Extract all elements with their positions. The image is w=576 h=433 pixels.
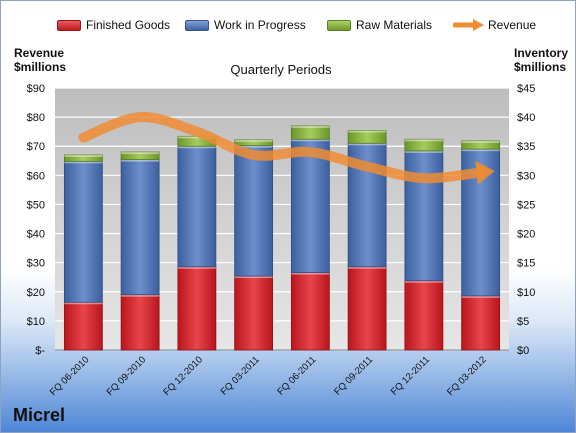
company-name: Micrel — [13, 405, 66, 425]
legend: Finished Goods Work in Progress Raw Mate… — [1, 15, 575, 35]
left-tick-label: $30 — [27, 258, 45, 270]
bar-work-in-progress — [63, 160, 103, 303]
bar-raw-materials-highlight — [404, 139, 443, 142]
bar-raw-materials — [404, 138, 444, 152]
x-tick-label: FQ 06-2011 — [275, 354, 318, 397]
bar-raw-materials — [120, 151, 160, 161]
right-tick-label: $30 — [517, 170, 535, 182]
legend-arrow-revenue — [453, 19, 484, 31]
left-tick-label: $40 — [27, 229, 45, 241]
bar-finished-goods-highlight — [177, 266, 216, 269]
left-axis-title: Revenue $millions — [14, 46, 67, 74]
bar-finished-goods-highlight — [404, 280, 443, 283]
x-tick-label: FQ 03-2011 — [219, 354, 262, 397]
legend-label-finished-goods: Finished Goods — [86, 18, 171, 32]
bar-raw-materials — [290, 125, 330, 140]
x-tick-label: FQ 12-2010 — [161, 354, 205, 398]
right-tick-label: $35 — [517, 141, 535, 153]
bar-raw-materials-highlight — [348, 130, 387, 133]
bar-finished-goods — [347, 266, 387, 351]
bar-finished-goods — [177, 266, 217, 351]
bar-work-in-progress-highlight — [64, 161, 103, 164]
bar-raw-materials-highlight — [234, 139, 273, 142]
bar-raw-materials — [347, 130, 387, 144]
left-tick-label: $20 — [27, 287, 45, 299]
bar-raw-materials — [234, 139, 274, 147]
x-tick-label: FQ 06-2010 — [48, 354, 92, 398]
left-tick-label: $10 — [27, 316, 45, 328]
bar-finished-goods — [63, 301, 103, 351]
left-tick-label: $90 — [27, 83, 45, 95]
bar-work-in-progress — [120, 159, 160, 296]
left-tick-label: $50 — [27, 199, 45, 211]
bar-work-in-progress — [177, 145, 217, 268]
revenue-line — [78, 112, 486, 184]
legend-label-raw-materials: Raw Materials — [356, 18, 433, 32]
bar-finished-goods — [120, 294, 160, 351]
revenue-arrowhead — [475, 160, 495, 185]
right-tick-label: $0 — [517, 345, 529, 357]
bar-finished-goods — [234, 275, 274, 351]
right-tick-label: $40 — [517, 112, 535, 124]
bar-finished-goods-highlight — [64, 302, 103, 305]
bar-work-in-progress-highlight — [291, 139, 330, 142]
bar-work-in-progress — [290, 138, 330, 273]
bar-finished-goods-highlight — [461, 295, 500, 298]
x-tick-label: FQ 09-2010 — [105, 354, 149, 398]
bar-raw-materials — [461, 140, 501, 150]
bar-work-in-progress-highlight — [234, 145, 273, 148]
right-tick-label: $10 — [517, 287, 535, 299]
bar-work-in-progress-highlight — [461, 149, 500, 152]
bar-work-in-progress-highlight — [348, 143, 387, 146]
x-tick-label: FQ 12-2011 — [389, 354, 432, 397]
bar-raw-materials-highlight — [291, 125, 330, 128]
legend-swatch-work-in-progress — [185, 20, 209, 31]
bar-work-in-progress — [234, 145, 274, 277]
right-tick-label: $45 — [517, 83, 535, 95]
legend-swatch-raw-materials — [327, 20, 351, 31]
bar-raw-materials-highlight — [461, 140, 500, 143]
bar-work-in-progress-highlight — [177, 146, 216, 149]
bar-raw-materials — [63, 154, 103, 162]
left-tick-label: $- — [35, 345, 45, 357]
right-tick-label: $20 — [517, 229, 535, 241]
bar-finished-goods-highlight — [234, 276, 273, 279]
bar-finished-goods-highlight — [121, 294, 160, 297]
x-tick-label: FQ 09-2011 — [332, 354, 375, 397]
left-tick-label: $70 — [27, 141, 45, 153]
legend-label-revenue: Revenue — [488, 18, 537, 32]
bar-finished-goods — [461, 295, 501, 351]
right-axis-title: Inventory $millions — [514, 46, 569, 74]
bar-raw-materials-highlight — [64, 154, 103, 157]
chart-title: Quarterly Periods — [230, 62, 332, 77]
legend-label-work-in-progress: Work in Progress — [214, 18, 306, 32]
left-tick-label: $60 — [27, 170, 45, 182]
right-tick-label: $25 — [517, 199, 535, 211]
bar-raw-materials-highlight — [121, 152, 160, 155]
x-tick-label: FQ 03-2012 — [445, 354, 489, 398]
bar-raw-materials-highlight — [177, 136, 216, 139]
right-tick-label: $5 — [517, 316, 529, 328]
bar-work-in-progress-highlight — [121, 159, 160, 162]
bar-work-in-progress-highlight — [404, 150, 443, 153]
bar-finished-goods-highlight — [348, 266, 387, 269]
bar-finished-goods — [404, 280, 444, 351]
bar-work-in-progress — [404, 150, 444, 282]
bar-finished-goods — [290, 272, 330, 351]
bar-finished-goods-highlight — [291, 272, 330, 275]
left-tick-label: $80 — [27, 112, 45, 124]
right-tick-label: $15 — [517, 258, 535, 270]
legend-swatch-finished-goods — [57, 20, 81, 31]
